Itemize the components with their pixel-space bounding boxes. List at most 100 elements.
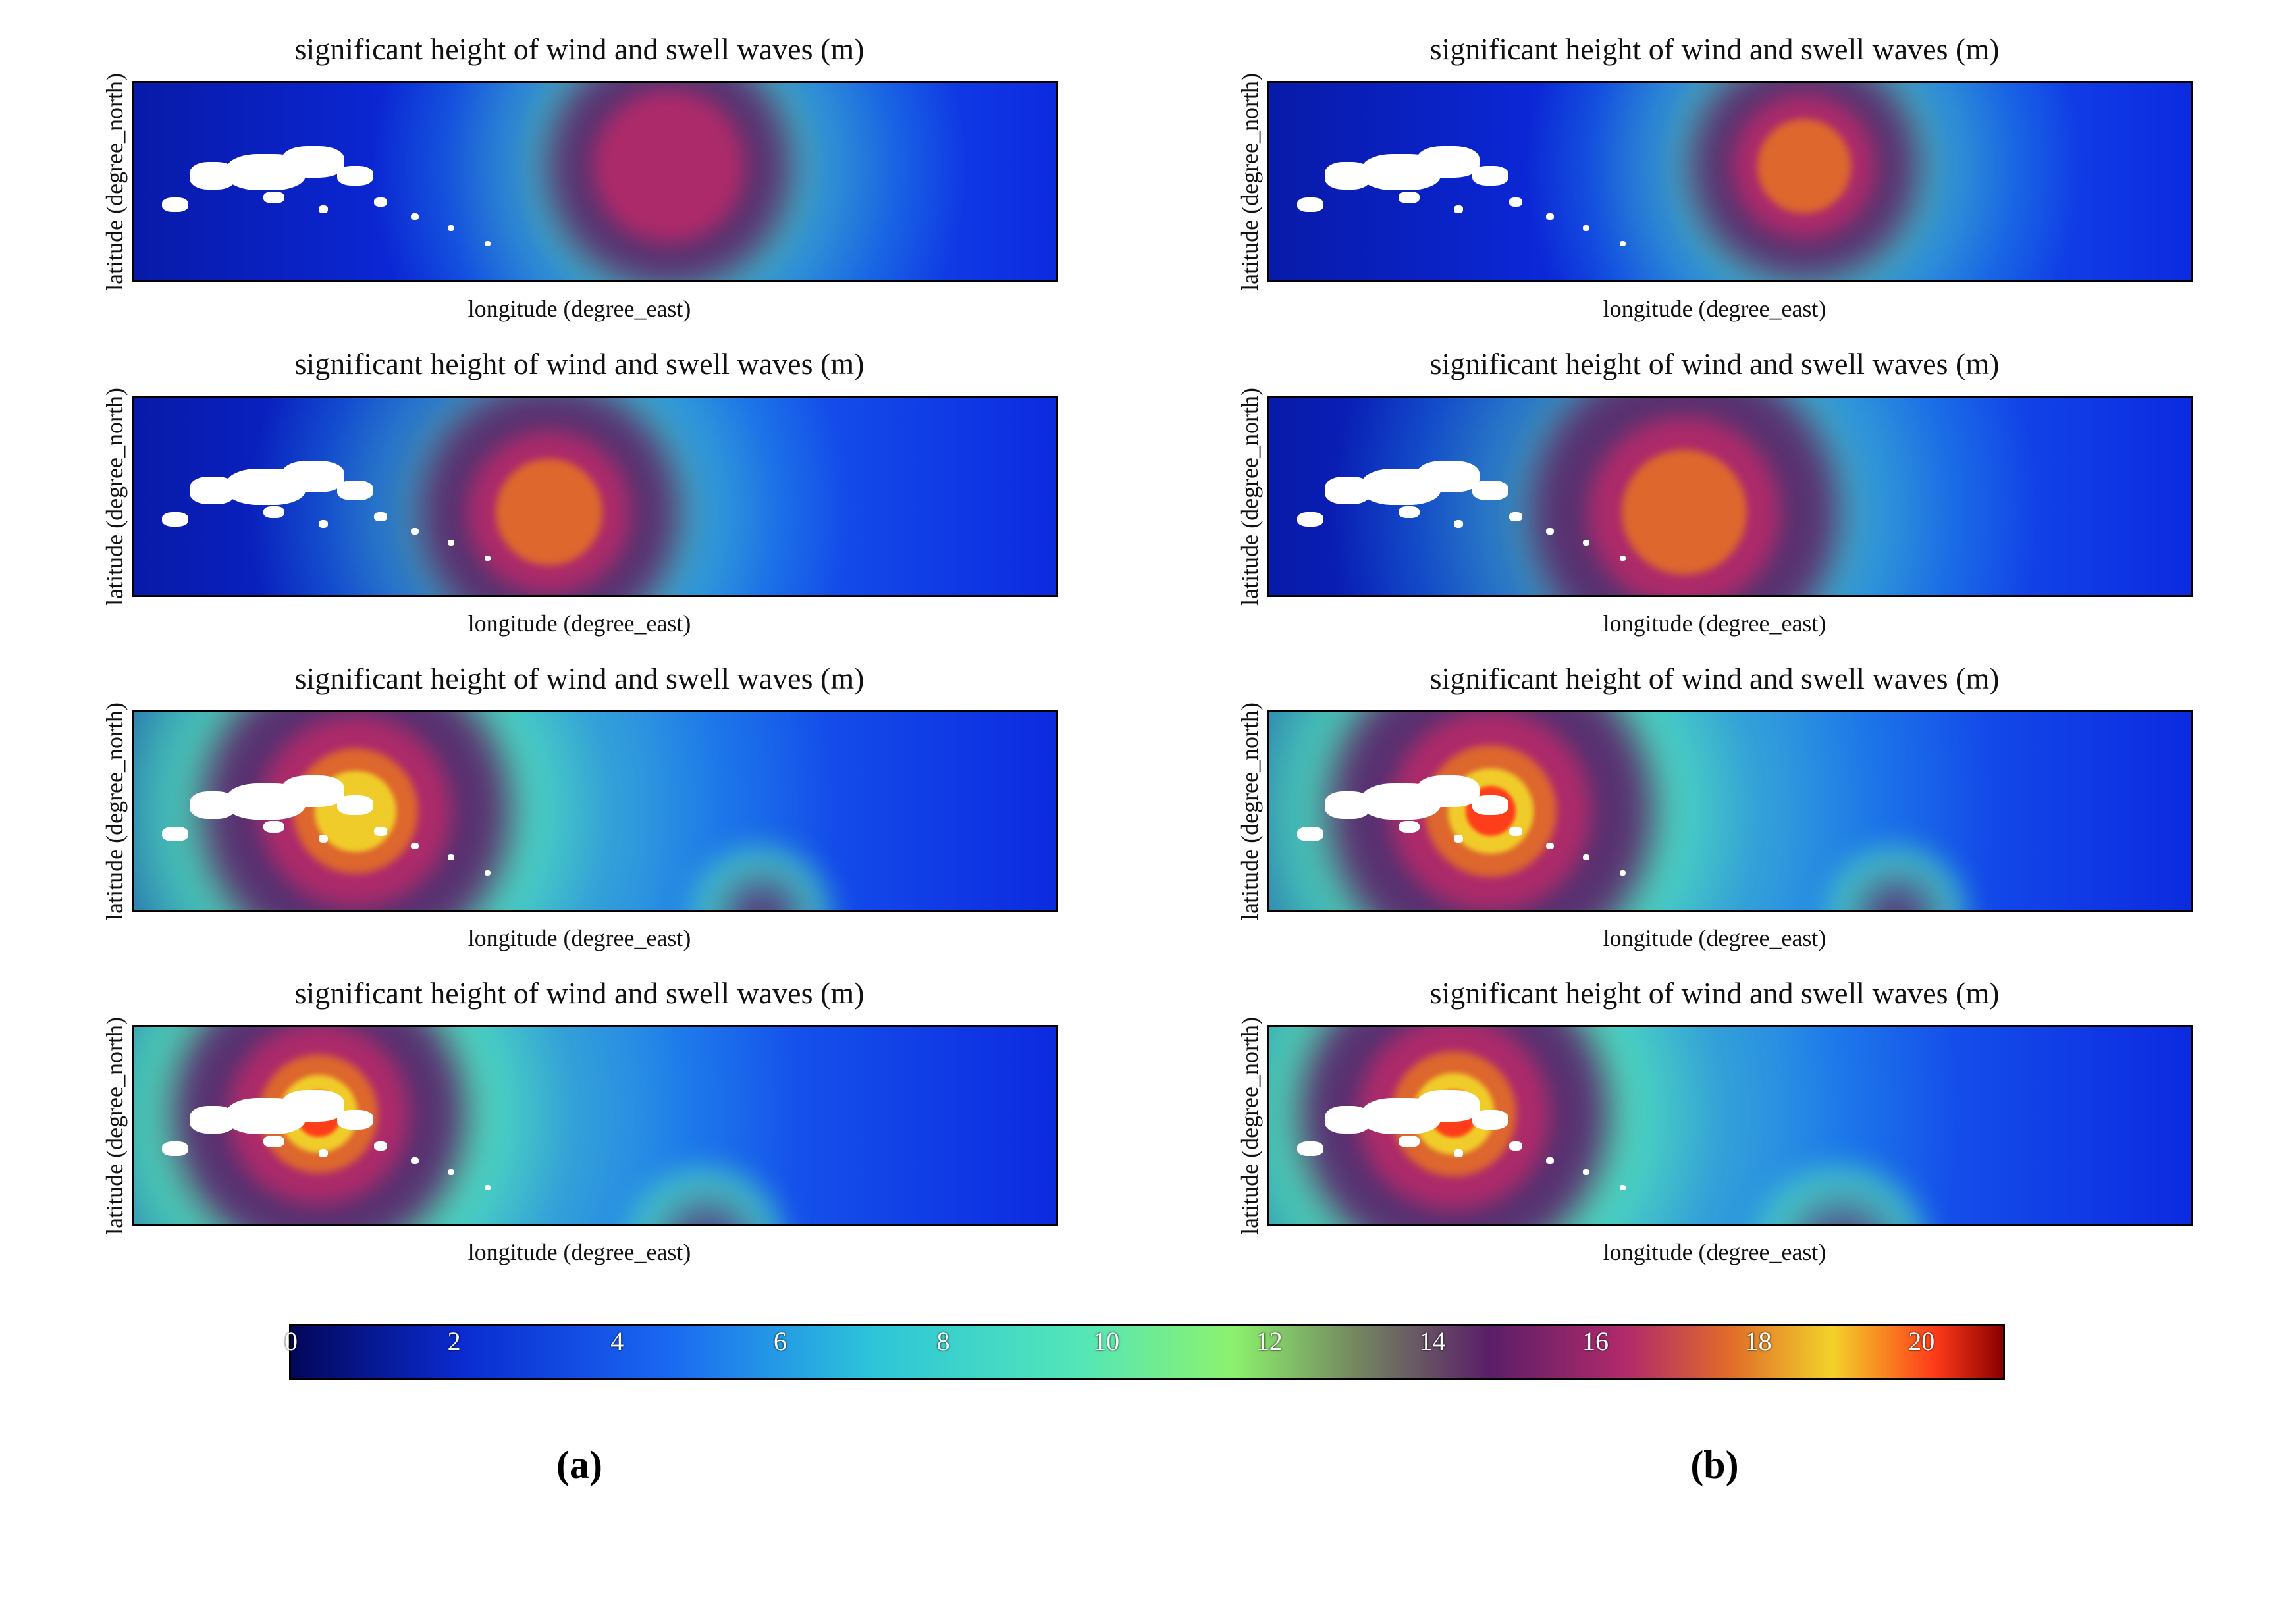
island-mask: [1583, 540, 1589, 546]
y-axis-label: latitude (degree_north): [1236, 73, 1264, 291]
island-mask: [263, 192, 284, 203]
island-mask: [1417, 461, 1480, 492]
column-sublabel: (a): [28, 1442, 1131, 1488]
island-mask: [162, 827, 188, 841]
island-mask: [374, 1141, 387, 1151]
island-mask: [282, 775, 344, 807]
column-sublabel: (b): [1163, 1442, 2266, 1488]
colorbar-tick-line: [1432, 1293, 1433, 1302]
y-axis-label: latitude (degree_north): [1236, 1017, 1264, 1235]
island-mask: [1472, 166, 1508, 186]
x-axis-label: longitude (degree_east): [468, 295, 691, 323]
map-box: [1267, 1025, 2193, 1226]
island-mask: [162, 512, 188, 527]
island-mask: [374, 827, 387, 836]
colorbar-tick-line: [780, 1293, 782, 1302]
island-mask: [1546, 843, 1554, 849]
island-mask: [1417, 775, 1480, 807]
island-mask: [1454, 520, 1463, 528]
colorbar-tick-line: [943, 1293, 944, 1302]
island-mask: [282, 146, 344, 178]
colorbar-tick-line: [617, 1293, 618, 1302]
island-mask: [1620, 556, 1626, 561]
map-box: [1267, 396, 2193, 597]
colorbar-tick-label: 0: [284, 1326, 298, 1357]
island-mask: [374, 512, 387, 521]
island-mask: [337, 795, 373, 815]
island-mask: [448, 225, 454, 231]
island-mask: [1472, 481, 1508, 500]
island-mask: [282, 461, 344, 492]
colorbar-tick-label: 4: [610, 1326, 624, 1357]
island-mask: [337, 1110, 373, 1130]
panel-title: significant height of wind and swell wav…: [1430, 976, 2000, 1010]
island-mask: [1297, 512, 1323, 527]
map-box: [132, 81, 1058, 282]
panel-title: significant height of wind and swell wav…: [1430, 661, 2000, 696]
map-wrap: latitude (degree_north): [101, 702, 1058, 920]
island-mask: [1583, 1169, 1589, 1175]
map-wrap: latitude (degree_north): [101, 388, 1058, 606]
colorbar-tick-label: 14: [1419, 1326, 1445, 1357]
wave-map-panel: significant height of wind and swell wav…: [1163, 656, 2266, 955]
island-mask: [1509, 197, 1522, 207]
panel-title: significant height of wind and swell wav…: [1430, 32, 2000, 66]
island-mask: [1399, 821, 1420, 833]
colorbar-tick-line: [1106, 1293, 1107, 1302]
wave-map-panel: significant height of wind and swell wav…: [1163, 26, 2266, 325]
island-mask: [1297, 827, 1323, 841]
map-wrap: latitude (degree_north): [1236, 702, 2193, 920]
island-mask: [1297, 197, 1323, 212]
wave-map-panel: significant height of wind and swell wav…: [1163, 341, 2266, 640]
colorbar-tick-label: 2: [448, 1326, 461, 1357]
colorbar-tick-label: 10: [1093, 1326, 1119, 1357]
panel-title: significant height of wind and swell wav…: [295, 346, 865, 381]
map-wrap: latitude (degree_north): [1236, 73, 2193, 291]
island-mask: [1417, 146, 1480, 178]
y-axis-label: latitude (degree_north): [101, 702, 128, 920]
colorbar-tick-line: [291, 1293, 292, 1302]
island-mask: [1583, 854, 1589, 860]
island-mask: [411, 528, 419, 535]
map-wrap: latitude (degree_north): [101, 1017, 1058, 1235]
y-axis-label: latitude (degree_north): [101, 1017, 128, 1235]
island-mask: [1583, 225, 1589, 231]
panel-title: significant height of wind and swell wav…: [295, 32, 865, 66]
island-mask: [1620, 870, 1626, 876]
colorbar-tick-label: 20: [1908, 1326, 1934, 1357]
colorbar-tick-label: 6: [774, 1326, 787, 1357]
colorbar-tick-line: [1759, 1293, 1760, 1302]
x-axis-label: longitude (degree_east): [1603, 924, 1827, 952]
island-mask: [1546, 528, 1554, 535]
map-box: [1267, 81, 2193, 282]
island-mask: [448, 540, 454, 546]
island-mask: [1454, 835, 1463, 843]
x-axis-label: longitude (degree_east): [1603, 1238, 1827, 1266]
storm-ring: [1622, 450, 1747, 575]
map-wrap: latitude (degree_north): [1236, 388, 2193, 606]
y-axis-label: latitude (degree_north): [1236, 702, 1264, 920]
island-mask: [1297, 1141, 1323, 1156]
storm-ring: [593, 90, 746, 243]
island-mask: [319, 835, 328, 843]
panel-title: significant height of wind and swell wav…: [1430, 346, 2000, 381]
colorbar-tick-label: 18: [1746, 1326, 1772, 1357]
island-mask: [319, 1149, 328, 1157]
island-mask: [448, 854, 454, 860]
island-mask: [485, 241, 491, 246]
colorbar-tick-label: 8: [936, 1326, 949, 1357]
island-mask: [1546, 1157, 1554, 1164]
island-mask: [162, 1141, 188, 1156]
figure-grid: significant height of wind and swell wav…: [28, 26, 2266, 1488]
x-axis-label: longitude (degree_east): [1603, 610, 1827, 637]
island-mask: [263, 1136, 284, 1147]
island-mask: [448, 1169, 454, 1175]
panel-title: significant height of wind and swell wav…: [295, 976, 865, 1010]
island-mask: [1454, 1149, 1463, 1157]
x-axis-label: longitude (degree_east): [1603, 295, 1827, 323]
map-wrap: latitude (degree_north): [1236, 1017, 2193, 1235]
island-mask: [319, 205, 328, 213]
island-mask: [411, 213, 419, 220]
map-wrap: latitude (degree_north): [101, 73, 1058, 291]
storm-ring: [496, 459, 602, 565]
